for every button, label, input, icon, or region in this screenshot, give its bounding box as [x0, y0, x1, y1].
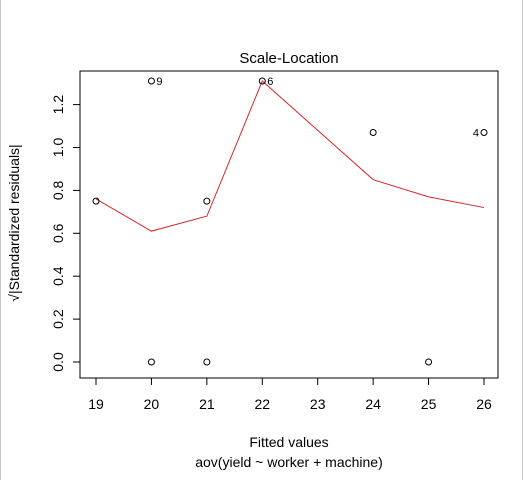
smooth-line [95, 80, 485, 232]
x-tick-label: 26 [476, 396, 492, 412]
y-tick-label: 0.0 [50, 352, 66, 372]
y-tick-label: 1.2 [50, 95, 66, 115]
window-edge-left [0, 0, 1, 480]
x-tick-label: 19 [88, 396, 104, 412]
point-label: 9 [156, 76, 162, 88]
y-axis-label: √|Standardized residuals| [6, 144, 22, 301]
y-tick-label: 0.8 [50, 180, 66, 200]
data-point [203, 358, 211, 366]
x-tick-label: 24 [365, 396, 381, 412]
data-point [92, 197, 100, 205]
chart-subtitle: aov(yield ~ worker + machine) [195, 454, 383, 470]
x-tick-label: 20 [144, 396, 160, 412]
y-tick-label: 0.4 [50, 266, 66, 286]
data-point [425, 358, 433, 366]
x-tick-label: 23 [310, 396, 326, 412]
x-axis-label: Fitted values [249, 434, 328, 450]
data-point [480, 128, 488, 136]
point-label: 6 [267, 76, 273, 88]
y-tick-label: 1.0 [50, 138, 66, 158]
data-point [147, 358, 155, 366]
x-tick-label: 22 [254, 396, 270, 412]
data-point [369, 128, 377, 136]
data-point [147, 77, 155, 85]
point-label: 4 [473, 127, 479, 139]
data-point [203, 197, 211, 205]
y-tick-label: 0.2 [50, 309, 66, 329]
x-tick-label: 25 [421, 396, 437, 412]
y-tick-label: 0.6 [50, 223, 66, 243]
chart-title: Scale-Location [239, 50, 338, 67]
plot-frame [79, 70, 499, 379]
x-tick-label: 21 [199, 396, 215, 412]
data-point [258, 77, 266, 85]
